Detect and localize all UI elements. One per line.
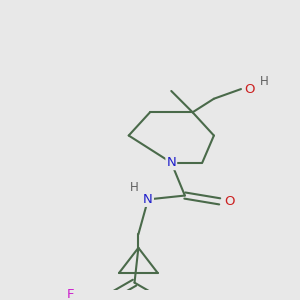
Text: N: N [167,156,176,169]
Text: F: F [67,288,74,300]
Text: O: O [224,195,235,208]
Text: H: H [130,181,139,194]
Text: O: O [244,82,255,96]
Text: H: H [260,75,268,88]
Text: N: N [143,193,153,206]
